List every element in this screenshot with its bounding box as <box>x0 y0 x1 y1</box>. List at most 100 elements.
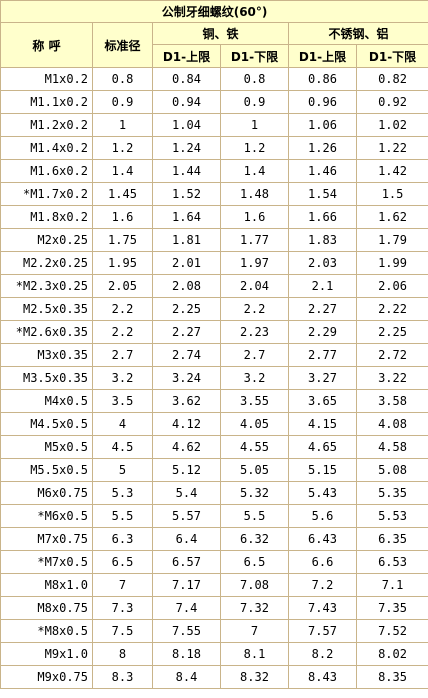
cell-copper-d1-upper: 1.64 <box>152 205 221 229</box>
cell-spec: M2.5x0.35 <box>0 297 93 321</box>
cell-copper-d1-lower: 2.7 <box>220 343 289 367</box>
cell-spec: *M7x0.5 <box>0 550 93 574</box>
table-row: M8x1.0 7 7.17 7.08 7.2 7.1 <box>0 573 428 597</box>
cell-spec: *M6x0.5 <box>0 504 93 528</box>
table-row: M8x0.75 7.3 7.4 7.32 7.43 7.35 <box>0 596 428 620</box>
cell-nominal: 4 <box>92 412 153 436</box>
cell-nominal: 4.5 <box>92 435 153 459</box>
cell-copper-d1-lower: 1.77 <box>220 228 289 252</box>
cell-steel-d1-lower: 8.02 <box>355 642 428 666</box>
cell-steel-d1-lower: 6.53 <box>355 550 428 574</box>
cell-steel-d1-upper: 7.43 <box>288 596 357 620</box>
cell-steel-d1-upper: 4.15 <box>288 412 357 436</box>
table-row: *M8x0.5 7.5 7.55 7 7.57 7.52 <box>0 619 428 643</box>
cell-copper-d1-upper: 2.08 <box>152 274 221 298</box>
cell-copper-d1-lower: 7 <box>220 619 289 643</box>
cell-copper-d1-upper: 1.81 <box>152 228 221 252</box>
cell-copper-d1-upper: 6.4 <box>152 527 221 551</box>
table-row: *M7x0.5 6.5 6.57 6.5 6.6 6.53 <box>0 550 428 574</box>
cell-steel-d1-upper: 3.65 <box>288 389 357 413</box>
cell-copper-d1-lower: 1.97 <box>220 251 289 275</box>
cell-copper-d1-lower: 5.5 <box>220 504 289 528</box>
table-row: *M1.7x0.2 1.45 1.52 1.48 1.54 1.5 <box>0 182 428 206</box>
table-row: M1.4x0.2 1.2 1.24 1.2 1.26 1.22 <box>0 136 428 160</box>
cell-copper-d1-upper: 5.4 <box>152 481 221 505</box>
cell-nominal: 2.2 <box>92 320 153 344</box>
cell-steel-d1-lower: 0.82 <box>355 67 428 91</box>
cell-spec: M3.5x0.35 <box>0 366 93 390</box>
cell-nominal: 2.05 <box>92 274 153 298</box>
cell-spec: M2x0.25 <box>0 228 93 252</box>
cell-copper-d1-upper: 2.27 <box>152 320 221 344</box>
cell-copper-d1-lower: 3.2 <box>220 366 289 390</box>
cell-nominal: 1 <box>92 113 153 137</box>
cell-nominal: 1.95 <box>92 251 153 275</box>
cell-steel-d1-upper: 8.43 <box>288 665 357 689</box>
cell-steel-d1-lower: 4.58 <box>355 435 428 459</box>
cell-copper-d1-upper: 7.17 <box>152 573 221 597</box>
cell-copper-d1-lower: 2.04 <box>220 274 289 298</box>
cell-steel-d1-upper: 2.1 <box>288 274 357 298</box>
cell-copper-d1-upper: 8.4 <box>152 665 221 689</box>
cell-steel-d1-upper: 6.43 <box>288 527 357 551</box>
cell-steel-d1-lower: 8.35 <box>355 665 428 689</box>
cell-copper-d1-upper: 0.84 <box>152 67 221 91</box>
cell-copper-d1-upper: 6.57 <box>152 550 221 574</box>
cell-nominal: 7.5 <box>92 619 153 643</box>
cell-steel-d1-upper: 1.26 <box>288 136 357 160</box>
cell-spec: M1x0.2 <box>0 67 93 91</box>
table-row: M2.2x0.25 1.95 2.01 1.97 2.03 1.99 <box>0 251 428 275</box>
cell-copper-d1-upper: 1.24 <box>152 136 221 160</box>
cell-steel-d1-lower: 1.79 <box>355 228 428 252</box>
cell-nominal: 6.5 <box>92 550 153 574</box>
cell-steel-d1-upper: 8.2 <box>288 642 357 666</box>
cell-spec: M8x0.75 <box>0 596 93 620</box>
title-row: 公制牙细螺纹(60°) <box>0 0 428 23</box>
header-copper-d1-upper: D1-上限 <box>152 44 221 68</box>
cell-copper-d1-lower: 7.08 <box>220 573 289 597</box>
header-steel-d1-lower: D1-下限 <box>355 44 428 68</box>
cell-copper-d1-upper: 1.52 <box>152 182 221 206</box>
cell-steel-d1-lower: 3.22 <box>355 366 428 390</box>
table-row: M1.1x0.2 0.9 0.94 0.9 0.96 0.92 <box>0 90 428 114</box>
cell-steel-d1-lower: 1.22 <box>355 136 428 160</box>
cell-steel-d1-lower: 7.52 <box>355 619 428 643</box>
cell-spec: *M1.7x0.2 <box>0 182 93 206</box>
cell-nominal: 5.5 <box>92 504 153 528</box>
header-copper-d1-lower: D1-下限 <box>220 44 289 68</box>
cell-steel-d1-upper: 2.77 <box>288 343 357 367</box>
cell-spec: M2.2x0.25 <box>0 251 93 275</box>
cell-copper-d1-lower: 0.9 <box>220 90 289 114</box>
cell-spec: M4.5x0.5 <box>0 412 93 436</box>
cell-steel-d1-upper: 3.27 <box>288 366 357 390</box>
cell-steel-d1-upper: 0.86 <box>288 67 357 91</box>
cell-nominal: 7.3 <box>92 596 153 620</box>
table-title: 公制牙细螺纹(60°) <box>0 0 428 23</box>
table-row: M2x0.25 1.75 1.81 1.77 1.83 1.79 <box>0 228 428 252</box>
cell-spec: M7x0.75 <box>0 527 93 551</box>
table-row: M3x0.35 2.7 2.74 2.7 2.77 2.72 <box>0 343 428 367</box>
cell-steel-d1-lower: 2.72 <box>355 343 428 367</box>
cell-steel-d1-upper: 1.06 <box>288 113 357 137</box>
cell-steel-d1-upper: 2.29 <box>288 320 357 344</box>
cell-steel-d1-upper: 1.54 <box>288 182 357 206</box>
cell-steel-d1-lower: 0.92 <box>355 90 428 114</box>
cell-steel-d1-upper: 5.15 <box>288 458 357 482</box>
cell-copper-d1-lower: 1 <box>220 113 289 137</box>
cell-steel-d1-upper: 1.66 <box>288 205 357 229</box>
cell-copper-d1-lower: 1.4 <box>220 159 289 183</box>
cell-copper-d1-lower: 5.32 <box>220 481 289 505</box>
table-row: *M2.3x0.25 2.05 2.08 2.04 2.1 2.06 <box>0 274 428 298</box>
table-row: *M6x0.5 5.5 5.57 5.5 5.6 5.53 <box>0 504 428 528</box>
cell-spec: M3x0.35 <box>0 343 93 367</box>
cell-steel-d1-lower: 1.99 <box>355 251 428 275</box>
table-row: M1.2x0.2 1 1.04 1 1.06 1.02 <box>0 113 428 137</box>
cell-spec: M8x1.0 <box>0 573 93 597</box>
cell-nominal: 1.45 <box>92 182 153 206</box>
cell-nominal: 8 <box>92 642 153 666</box>
cell-steel-d1-lower: 4.08 <box>355 412 428 436</box>
cell-copper-d1-upper: 4.62 <box>152 435 221 459</box>
cell-steel-d1-upper: 7.57 <box>288 619 357 643</box>
table-row: M3.5x0.35 3.2 3.24 3.2 3.27 3.22 <box>0 366 428 390</box>
